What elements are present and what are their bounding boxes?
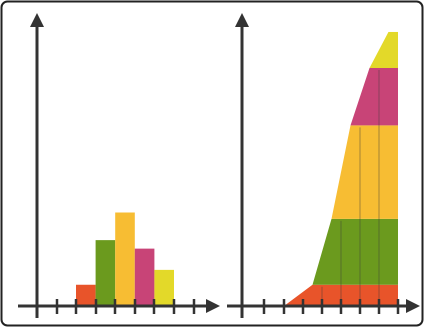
histogram-bar [95,240,116,306]
x-axis-arrowhead [406,299,420,313]
histogram-bar [115,212,135,306]
histogram-bar [154,269,174,306]
histogram-bar [134,248,155,306]
y-axis-arrowhead [235,13,249,27]
x-axis-arrowhead [206,299,220,313]
histogram-bar [76,284,96,306]
histogram-chart [18,13,220,318]
y-axis-arrowhead [30,13,44,27]
